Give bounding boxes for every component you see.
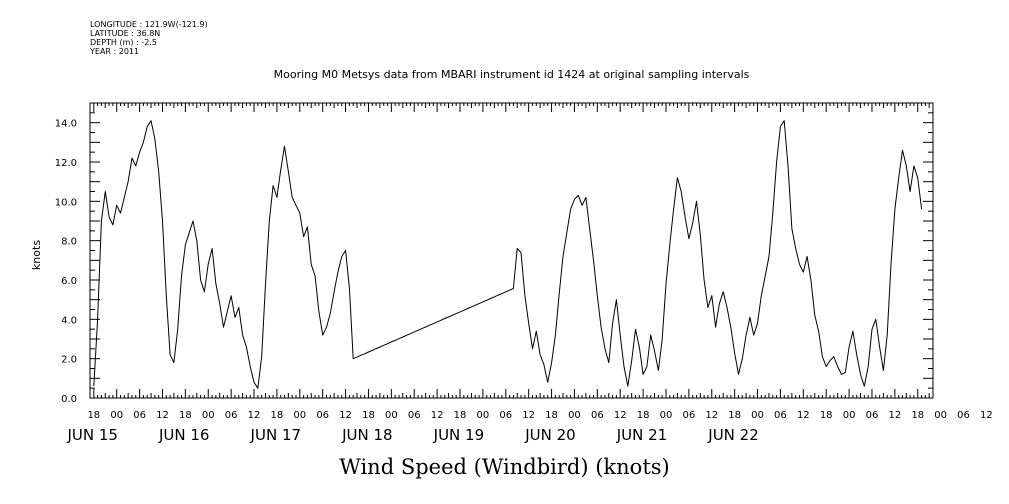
x-tick-label: 06 bbox=[408, 410, 421, 421]
meta-latitude: LATITUDE : 36.8N bbox=[90, 29, 161, 38]
wind-speed-series-line bbox=[93, 120, 923, 389]
x-tick-label: 06 bbox=[316, 410, 329, 421]
x-tick-label: 12 bbox=[339, 410, 352, 421]
x-tick-label: 06 bbox=[499, 410, 512, 421]
x-tick-label: 06 bbox=[591, 410, 604, 421]
x-tick-label: 00 bbox=[477, 410, 490, 421]
meta-longitude: LONGITUDE : 121.9W(-121.9) bbox=[90, 20, 208, 29]
x-tick-label: 00 bbox=[751, 410, 764, 421]
x-day-label: JUN 19 bbox=[433, 426, 484, 444]
metadata-block: LONGITUDE : 121.9W(-121.9) LATITUDE : 36… bbox=[90, 20, 208, 56]
x-tick-label: 12 bbox=[156, 410, 169, 421]
x-tick-label: 12 bbox=[522, 410, 535, 421]
y-tick-label: 10.0 bbox=[55, 197, 77, 208]
x-tick-label: 06 bbox=[133, 410, 146, 421]
x-day-label: JUN 22 bbox=[707, 426, 758, 444]
y-axis: 0.0 2.0 4.0 6.0 8.0 10.0 12.0 14.0 bbox=[55, 102, 933, 405]
y-axis-label: knots bbox=[30, 240, 43, 270]
series-group bbox=[93, 120, 923, 389]
x-tick-label: 00 bbox=[110, 410, 123, 421]
x-axis: 18 00 06 12 18 00 06 12 18 00 06 12 18 00 06 12 18 00 06 12… bbox=[66, 103, 993, 444]
x-day-label: JUN 16 bbox=[158, 426, 209, 444]
y-tick-label: 6.0 bbox=[61, 276, 77, 287]
x-tick-label: 12 bbox=[248, 410, 261, 421]
x-tick-label: 06 bbox=[683, 410, 696, 421]
x-day-label: JUN 18 bbox=[341, 426, 392, 444]
x-tick-label: 18 bbox=[545, 410, 558, 421]
x-day-label: JUN 20 bbox=[524, 426, 575, 444]
y-tick-label: 0.0 bbox=[61, 394, 77, 405]
y-tick-label: 4.0 bbox=[61, 315, 77, 326]
x-tick-label: 06 bbox=[957, 410, 970, 421]
x-tick-label: 12 bbox=[431, 410, 444, 421]
x-tick-label: 18 bbox=[87, 410, 100, 421]
plot-border bbox=[89, 102, 934, 399]
x-tick-label: 18 bbox=[820, 410, 833, 421]
x-axis-label: Wind Speed (Windbird) (knots) bbox=[339, 455, 670, 479]
x-tick-label: 18 bbox=[362, 410, 375, 421]
x-tick-label: 00 bbox=[568, 410, 581, 421]
x-tick-label: 18 bbox=[179, 410, 192, 421]
x-tick-label: 18 bbox=[637, 410, 650, 421]
x-tick-label: 18 bbox=[728, 410, 741, 421]
y-tick-label: 12.0 bbox=[55, 158, 77, 169]
y-tick-label: 14.0 bbox=[55, 119, 77, 130]
x-tick-label: 12 bbox=[614, 410, 627, 421]
chart-title: Mooring M0 Metsys data from MBARI instru… bbox=[273, 68, 750, 81]
x-tick-label: 18 bbox=[271, 410, 284, 421]
x-tick-label: 12 bbox=[980, 410, 993, 421]
x-tick-label: 18 bbox=[454, 410, 467, 421]
x-tick-label: 06 bbox=[774, 410, 787, 421]
x-tick-label: 18 bbox=[911, 410, 924, 421]
meta-depth: DEPTH (m) : -2.5 bbox=[90, 38, 157, 47]
y-tick-label: 2.0 bbox=[61, 355, 77, 366]
x-tick-label: 12 bbox=[705, 410, 718, 421]
x-tick-label: 00 bbox=[202, 410, 215, 421]
x-tick-label: 00 bbox=[934, 410, 947, 421]
x-tick-label: 00 bbox=[660, 410, 673, 421]
x-tick-label: 00 bbox=[843, 410, 856, 421]
x-tick-label: 12 bbox=[888, 410, 901, 421]
x-tick-label: 12 bbox=[797, 410, 810, 421]
x-tick-label: 00 bbox=[385, 410, 398, 421]
meta-year: YEAR : 2011 bbox=[90, 47, 140, 56]
x-tick-label: 00 bbox=[293, 410, 306, 421]
x-day-label: JUN 21 bbox=[616, 426, 667, 444]
y-tick-label: 8.0 bbox=[61, 237, 77, 248]
x-tick-label: 06 bbox=[866, 410, 879, 421]
plot-frame bbox=[89, 102, 934, 399]
x-day-label: JUN 17 bbox=[250, 426, 301, 444]
x-tick-label: 06 bbox=[225, 410, 238, 421]
x-day-label: JUN 15 bbox=[66, 426, 117, 444]
